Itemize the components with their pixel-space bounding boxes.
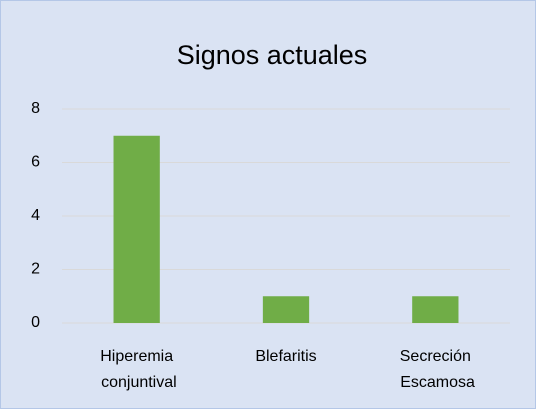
- x-tick-label: Hiperemia conjuntival: [97, 348, 177, 391]
- bar: [412, 296, 459, 323]
- y-tick-label: 8: [31, 100, 40, 117]
- y-tick-label: 0: [31, 314, 40, 331]
- x-tick-label: Secreción Escamosa: [396, 348, 475, 391]
- y-tick-label: 6: [31, 154, 40, 171]
- y-tick-label: 4: [31, 207, 40, 224]
- x-tick-label: Blefaritis: [255, 348, 316, 365]
- chart-title: Signos actuales: [177, 40, 368, 70]
- bar: [262, 296, 310, 323]
- y-tick-label: 2: [31, 261, 40, 278]
- bar: [113, 135, 160, 323]
